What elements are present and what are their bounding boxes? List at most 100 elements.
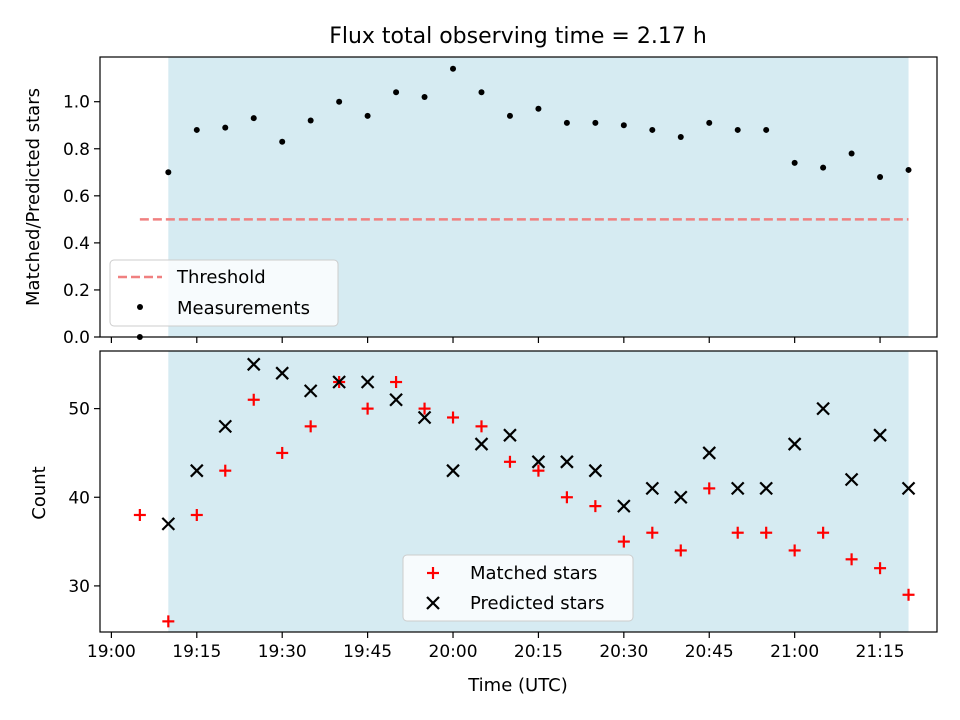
predicted-star-stroke-b (617, 499, 631, 513)
matched-star-point (902, 588, 915, 601)
predicted-star-point (673, 490, 688, 505)
bottom-axes-frame (99, 350, 938, 633)
top-y-tick-label: 0.4 (63, 234, 90, 254)
measurement-point (649, 126, 656, 133)
predicted-star-stroke-b (673, 490, 688, 505)
measurement-point (165, 169, 172, 176)
predicted-star-stroke-b (332, 375, 346, 389)
measurement-point (905, 166, 912, 173)
top-plot-panel: 0.0 0.2 0.4 0.6 0.8 1.0 Threshold Measurements (63, 56, 938, 348)
predicted-star-stroke-b (759, 481, 773, 496)
x-tick-label: 20:45 (685, 642, 734, 662)
top-y-tick-label: 0.0 (63, 328, 90, 348)
x-tick-label: 19:45 (343, 642, 392, 662)
predicted-star-stroke-b (560, 455, 574, 469)
predicted-star-point (844, 472, 859, 487)
predicted-star-stroke-b (446, 463, 460, 478)
bottom-plot-panel: 30 40 50 19:00 19:15 19:30 19:45 20:00 20:15 20:3… (68, 350, 938, 662)
predicted-star-stroke-b (702, 446, 717, 460)
predicted-star-stroke-b (218, 419, 233, 434)
measurement-point (763, 126, 770, 133)
measurement-point (421, 94, 428, 100)
measurement-point (592, 119, 599, 126)
predicted-star-stroke-b (787, 437, 802, 451)
matched-star-point (219, 464, 232, 477)
measurement-point (450, 65, 457, 72)
legend-predicted-label: Predicted stars (470, 593, 604, 614)
measurement-point (820, 164, 827, 171)
top-y-tick-label: 0.8 (63, 140, 90, 160)
predicted-star-point (474, 437, 489, 451)
matched-star-point (760, 526, 773, 539)
predicted-star-point (730, 481, 745, 496)
matched-star-point (503, 455, 516, 468)
predicted-star-point (702, 446, 717, 460)
predicted-star-stroke-b (389, 392, 403, 407)
matched-star-point (418, 402, 431, 415)
measurement-point (791, 159, 798, 166)
matched-star-point (874, 562, 887, 575)
matched-star-point (532, 464, 545, 477)
predicted-star-stroke-b (161, 517, 176, 531)
measurement-point (364, 112, 371, 119)
predicted-star-point (531, 455, 546, 469)
x-tick-label: 19:15 (172, 642, 221, 662)
predicted-star-stroke-b (901, 481, 916, 496)
measurement-point (563, 119, 570, 126)
predicted-star-point (873, 428, 887, 442)
predicted-star-point (190, 463, 204, 478)
matched-star-point (190, 508, 203, 521)
predicted-star-point (246, 357, 261, 372)
matched-star-point (674, 544, 687, 557)
predicted-star-stroke-b (246, 357, 261, 372)
matched-star-point (361, 402, 374, 415)
matched-star-point (788, 544, 801, 557)
matched-star-point (617, 535, 630, 548)
measurement-point (877, 174, 884, 180)
matched-star-point (133, 508, 146, 521)
x-tick-label: 21:00 (770, 642, 819, 662)
predicted-star-point (275, 366, 289, 380)
predicted-star-point (787, 437, 802, 451)
predicted-star-point (759, 481, 773, 496)
matched-star-point (560, 491, 573, 504)
predicted-star-stroke-b (816, 401, 830, 416)
predicted-star-point (417, 410, 432, 425)
predicted-star-stroke-b (645, 481, 660, 496)
matched-star-point (475, 420, 488, 433)
x-tick-label: 21:15 (856, 642, 905, 662)
bottom-y-tick-label: 30 (68, 577, 90, 597)
top-legend-box (109, 259, 339, 327)
bottom-y-tick-label: 50 (68, 400, 90, 420)
matched-star-point (390, 376, 403, 389)
matched-star-point (845, 553, 858, 566)
predicted-star-stroke-b (190, 463, 204, 478)
predicted-star-stroke-b (360, 375, 375, 389)
measurement-point (506, 112, 513, 119)
top-y-tick-label: 0.2 (63, 281, 90, 301)
measurement-point (393, 89, 400, 96)
predicted-star-point (560, 455, 574, 469)
predicted-star-stroke-b (730, 481, 745, 496)
bottom-y-tick-label: 40 (68, 488, 90, 508)
predicted-star-stroke-b (531, 455, 546, 469)
top-y-tick-label: 1.0 (63, 93, 90, 113)
matched-star-point (447, 411, 460, 424)
x-axis-label: Time (UTC) (467, 675, 568, 696)
legend-predicted-swatch-b (426, 596, 440, 610)
measurement-point (279, 138, 286, 145)
x-tick-label: 20:15 (514, 642, 563, 662)
matched-star-point (247, 393, 260, 406)
predicted-star-point (588, 463, 603, 478)
matched-star-point (703, 482, 716, 495)
predicted-star-stroke-b (588, 463, 603, 478)
legend-measurements-swatch (137, 304, 143, 310)
x-tick-label: 20:30 (599, 642, 648, 662)
predicted-star-stroke-b (417, 410, 432, 425)
legend-matched-label: Matched stars (470, 563, 597, 584)
matched-star-point (817, 526, 830, 539)
matched-star-point (162, 615, 175, 628)
measurement-point (677, 134, 684, 140)
measurement-point (250, 115, 257, 122)
